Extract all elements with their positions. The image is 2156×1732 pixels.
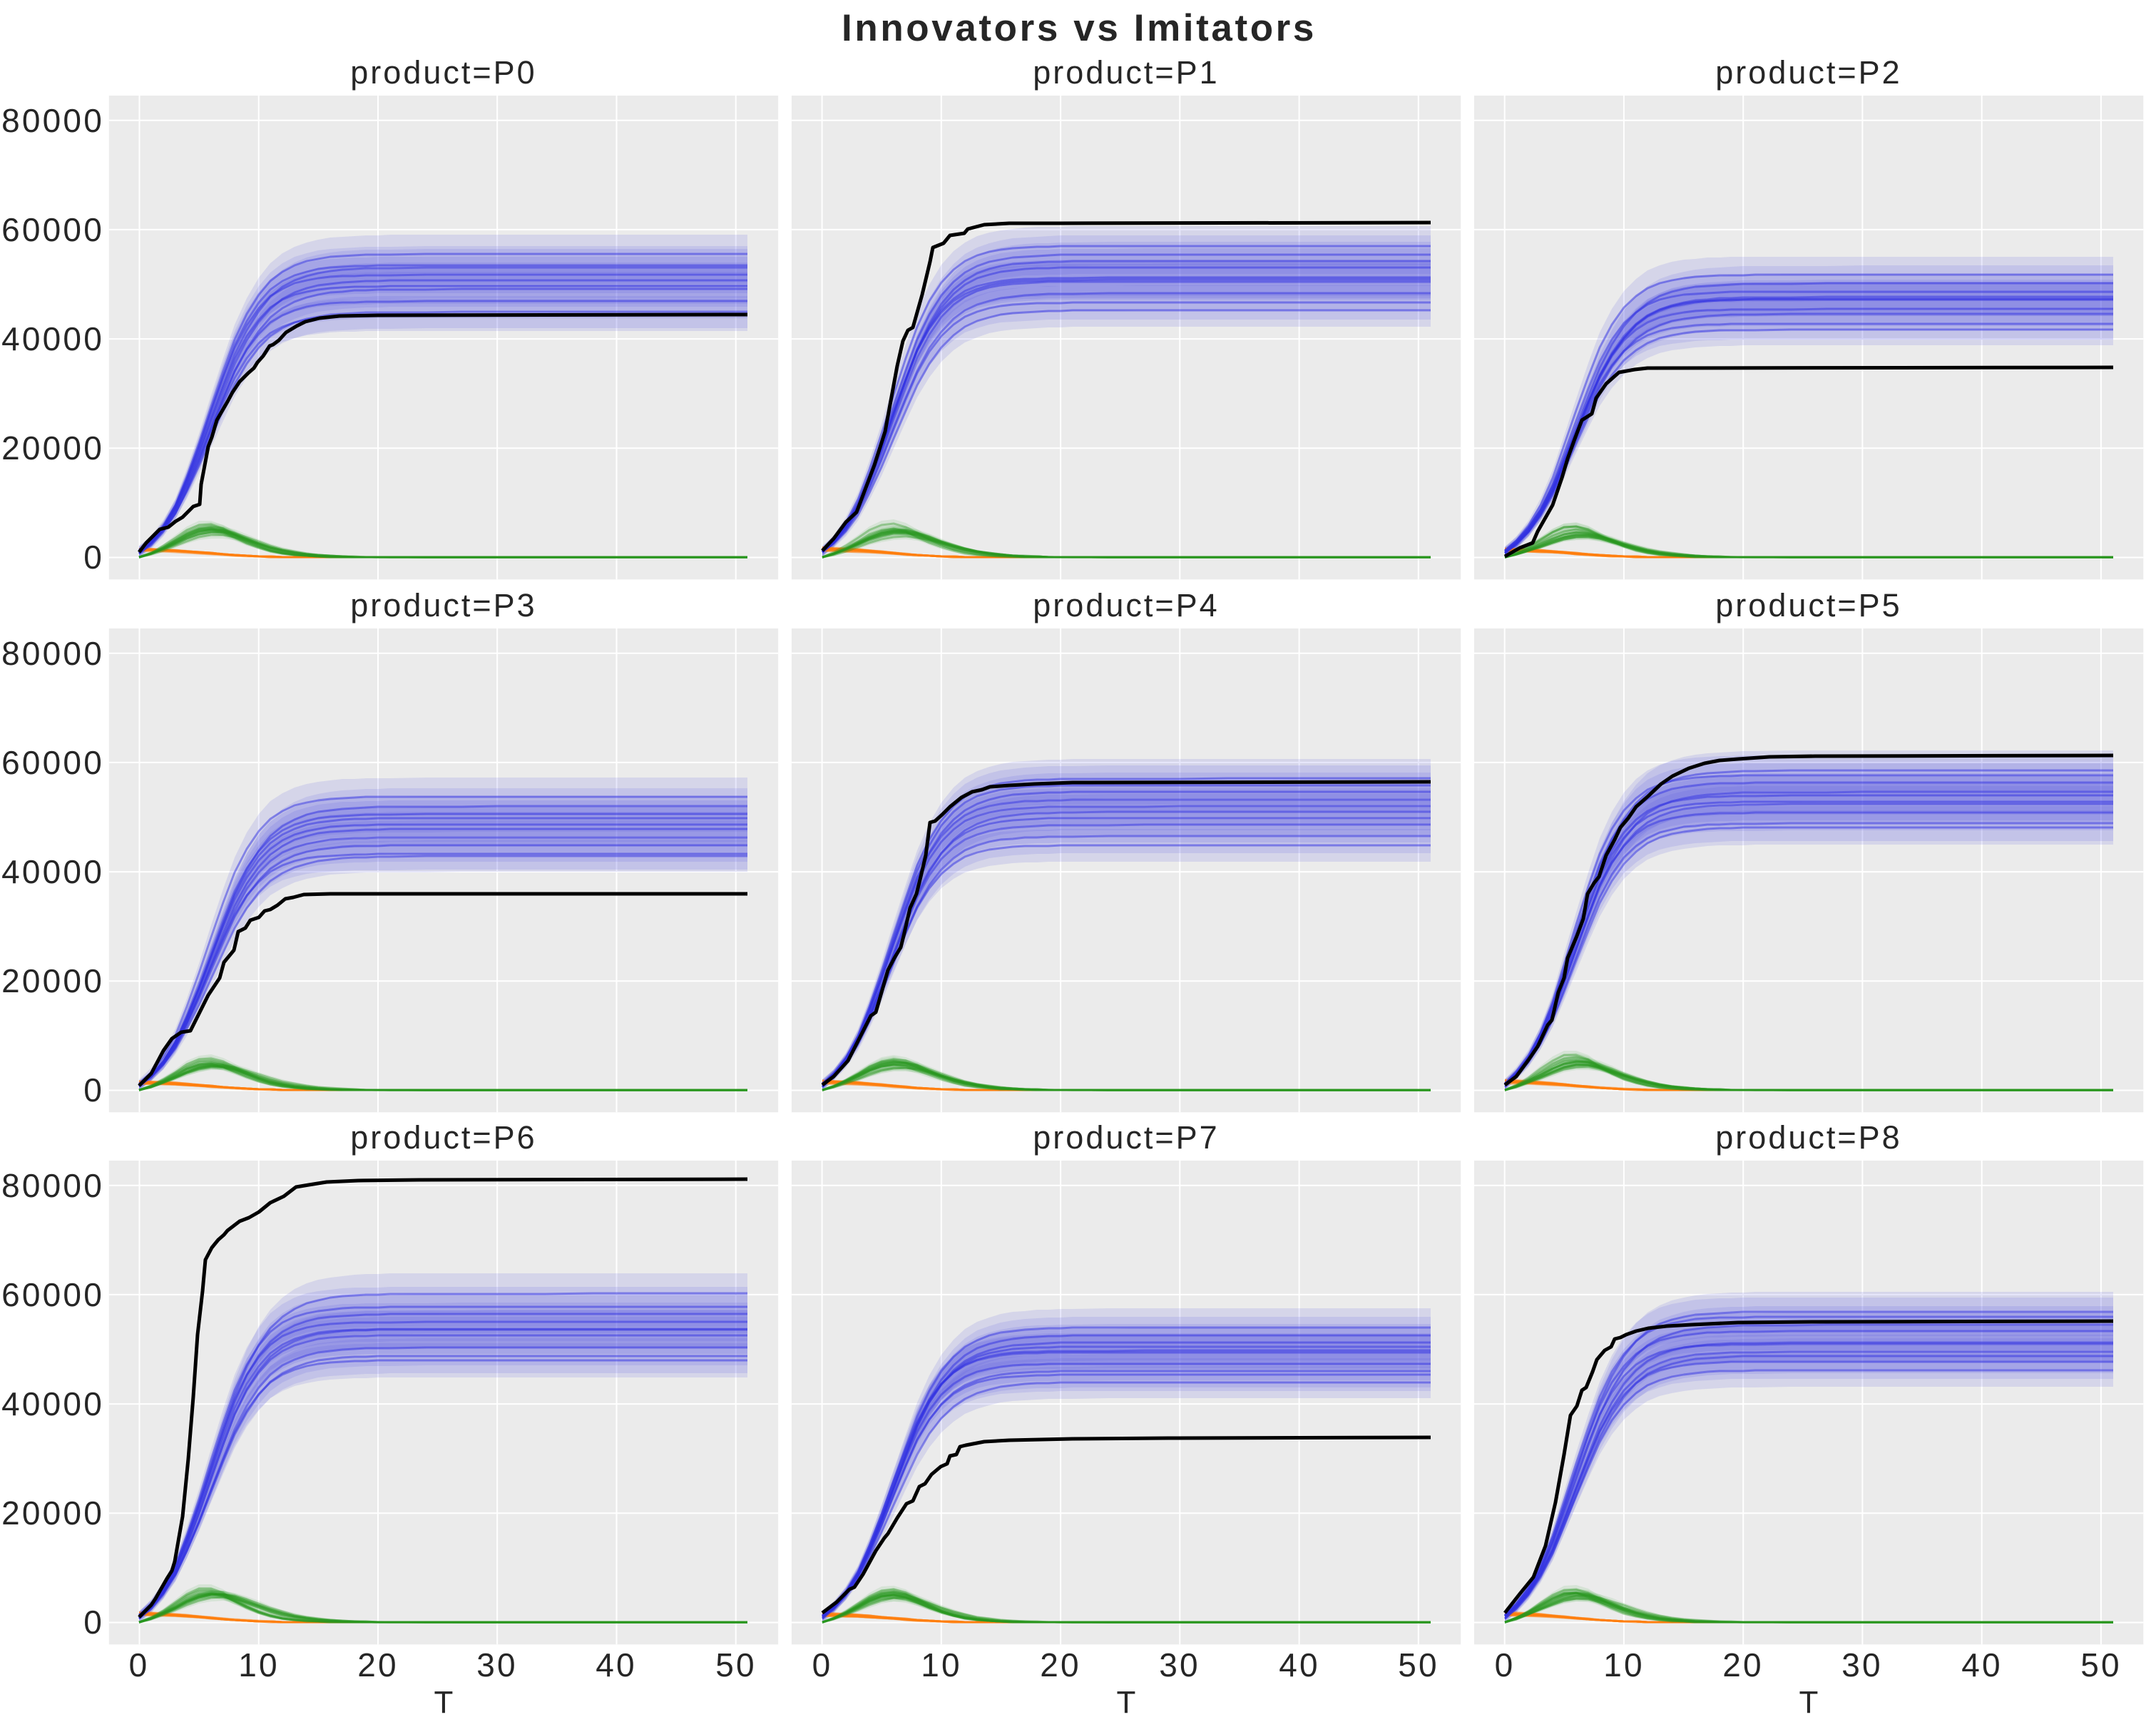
svg-text:20000: 20000 — [1, 962, 104, 999]
svg-text:T: T — [1117, 1685, 1136, 1720]
svg-text:T: T — [1799, 1685, 1819, 1720]
svg-text:product=P4: product=P4 — [1033, 587, 1219, 623]
svg-text:0: 0 — [83, 1071, 104, 1109]
svg-text:60000: 60000 — [1, 211, 104, 248]
svg-text:20: 20 — [357, 1646, 399, 1683]
svg-text:80000: 80000 — [1, 1167, 104, 1204]
svg-text:product=P6: product=P6 — [350, 1119, 536, 1156]
svg-text:40000: 40000 — [1, 853, 104, 890]
svg-text:0: 0 — [83, 1604, 104, 1641]
svg-text:60000: 60000 — [1, 744, 104, 781]
svg-text:40000: 40000 — [1, 320, 104, 357]
svg-text:product=P7: product=P7 — [1033, 1119, 1219, 1156]
svg-text:product=P8: product=P8 — [1715, 1119, 1901, 1156]
svg-text:40: 40 — [1961, 1646, 2003, 1683]
svg-text:50: 50 — [1398, 1646, 1439, 1683]
svg-text:10: 10 — [921, 1646, 962, 1683]
svg-text:10: 10 — [238, 1646, 280, 1683]
svg-text:20: 20 — [1040, 1646, 1081, 1683]
svg-text:30: 30 — [1159, 1646, 1200, 1683]
svg-text:0: 0 — [83, 539, 104, 576]
svg-text:40: 40 — [1279, 1646, 1320, 1683]
svg-text:60000: 60000 — [1, 1276, 104, 1313]
svg-text:product=P1: product=P1 — [1033, 54, 1219, 91]
svg-text:40: 40 — [596, 1646, 637, 1683]
svg-text:50: 50 — [715, 1646, 757, 1683]
svg-text:product=P3: product=P3 — [350, 587, 536, 623]
svg-text:product=P5: product=P5 — [1715, 587, 1901, 623]
svg-text:Innovators vs Imitators: Innovators vs Imitators — [842, 7, 1317, 49]
svg-text:product=P0: product=P0 — [350, 54, 536, 91]
svg-text:50: 50 — [2080, 1646, 2122, 1683]
svg-text:T: T — [434, 1685, 454, 1720]
svg-text:30: 30 — [476, 1646, 518, 1683]
svg-text:0: 0 — [129, 1646, 150, 1683]
svg-text:80000: 80000 — [1, 102, 104, 139]
svg-text:20: 20 — [1722, 1646, 1764, 1683]
svg-text:0: 0 — [1495, 1646, 1516, 1683]
svg-text:80000: 80000 — [1, 635, 104, 672]
svg-text:10: 10 — [1603, 1646, 1645, 1683]
svg-text:20000: 20000 — [1, 429, 104, 467]
svg-text:30: 30 — [1841, 1646, 1883, 1683]
svg-text:40000: 40000 — [1, 1385, 104, 1422]
svg-text:0: 0 — [812, 1646, 833, 1683]
svg-text:20000: 20000 — [1, 1494, 104, 1532]
svg-text:product=P2: product=P2 — [1715, 54, 1901, 91]
